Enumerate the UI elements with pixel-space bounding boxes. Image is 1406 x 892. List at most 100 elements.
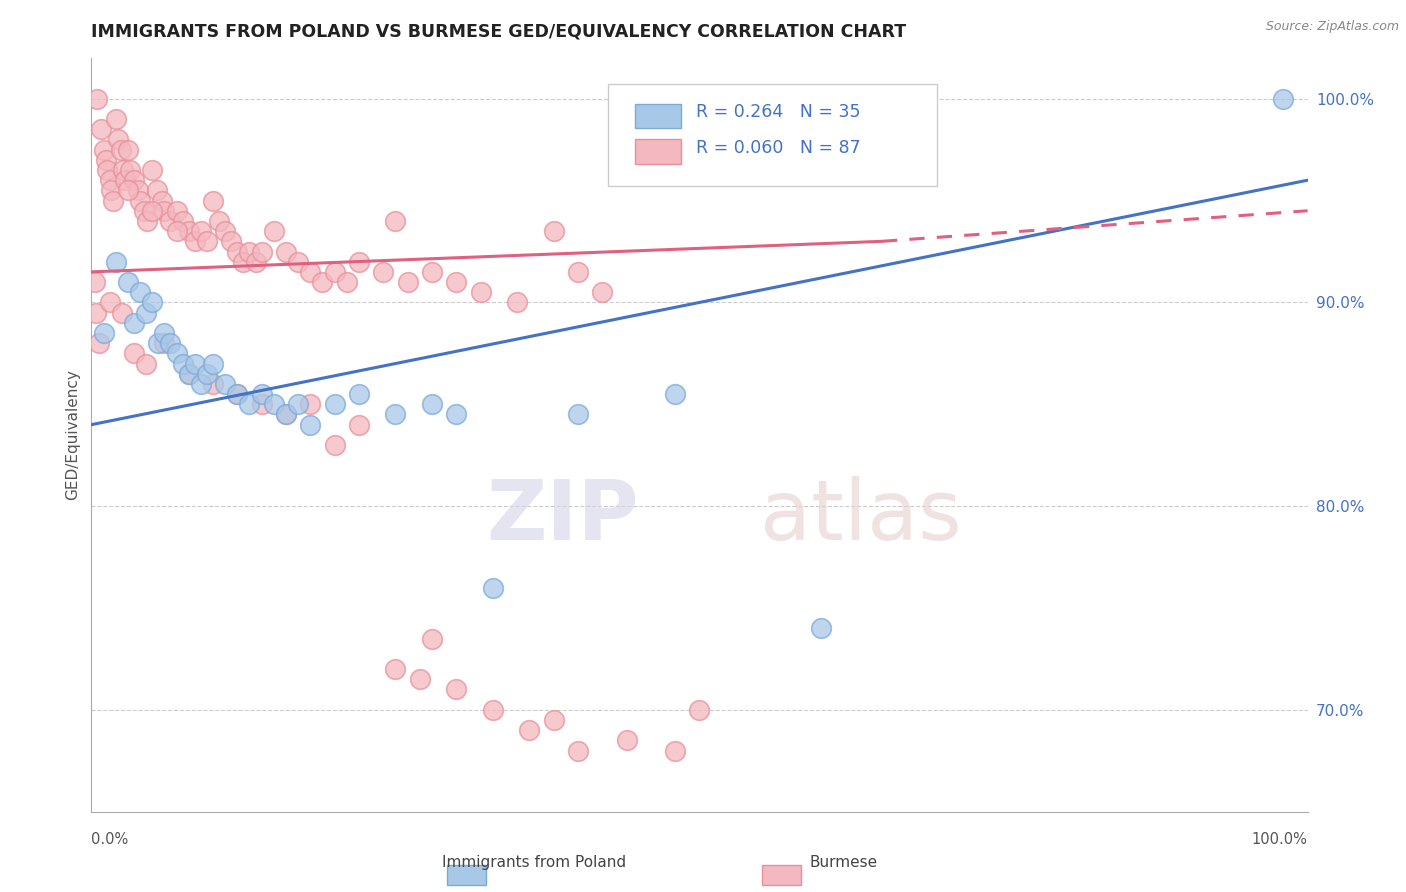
Point [110, 143, 132, 157]
Point [664, 743, 686, 757]
Point [299, 265, 322, 279]
Point [184, 235, 207, 249]
Point [172, 214, 194, 228]
Point [103, 194, 125, 208]
Point [373, 265, 395, 279]
Point [195, 367, 218, 381]
Point [274, 408, 297, 422]
Point [664, 387, 686, 401]
Point [245, 254, 267, 268]
Point [481, 703, 503, 717]
Point [141, 203, 163, 218]
Point [506, 295, 529, 310]
Point [420, 265, 443, 279]
Point [114, 173, 136, 187]
Point [263, 224, 285, 238]
Point [420, 632, 443, 646]
Point [543, 224, 565, 238]
Point [135, 357, 157, 371]
Point [148, 336, 170, 351]
Point [299, 417, 322, 432]
Point [567, 408, 589, 422]
Bar [636, 139, 682, 163]
Point [104, 254, 127, 268]
Point [98, 295, 121, 310]
Point [470, 285, 492, 300]
Point [177, 224, 200, 238]
Point [444, 682, 467, 697]
Text: 100.0%: 100.0% [1251, 832, 1308, 847]
Point [150, 194, 173, 208]
Point [311, 275, 333, 289]
Point [127, 183, 149, 197]
Point [347, 254, 370, 268]
Point [810, 621, 832, 635]
Point [94, 153, 117, 167]
Point [336, 275, 359, 289]
Point [688, 703, 710, 717]
Text: Immigrants from Poland: Immigrants from Poland [443, 855, 626, 870]
Point [481, 581, 503, 595]
Point [250, 387, 273, 401]
Point [323, 438, 346, 452]
Point [129, 285, 152, 300]
Point [166, 224, 188, 238]
Point [396, 275, 419, 289]
Point [117, 275, 139, 289]
Point [190, 376, 212, 391]
Point [153, 203, 176, 218]
Point [86, 92, 108, 106]
Point [100, 183, 122, 197]
Point [132, 203, 155, 218]
Point [226, 244, 249, 259]
Point [420, 397, 443, 411]
Point [238, 244, 260, 259]
Point [238, 397, 260, 411]
Point [104, 112, 127, 127]
Point [287, 397, 309, 411]
Point [172, 357, 194, 371]
Point [202, 357, 225, 371]
Point [122, 346, 145, 360]
Point [141, 163, 163, 178]
Point [184, 357, 207, 371]
Point [214, 376, 236, 391]
Point [153, 326, 176, 340]
Point [287, 254, 309, 268]
Point [567, 265, 589, 279]
Point [232, 254, 254, 268]
Point [166, 203, 188, 218]
Point [84, 275, 107, 289]
Point [250, 244, 273, 259]
Text: IMMIGRANTS FROM POLAND VS BURMESE GED/EQUIVALENCY CORRELATION CHART: IMMIGRANTS FROM POLAND VS BURMESE GED/EQ… [91, 22, 907, 40]
Text: Burmese: Burmese [810, 855, 877, 870]
Point [122, 173, 145, 187]
Point [444, 275, 467, 289]
Text: R = 0.264   N = 35: R = 0.264 N = 35 [696, 103, 860, 121]
Point [591, 285, 613, 300]
Point [159, 214, 181, 228]
Point [90, 122, 112, 136]
Text: 0.0%: 0.0% [91, 832, 128, 847]
Point [384, 662, 406, 676]
Point [117, 183, 139, 197]
Point [93, 143, 115, 157]
Point [120, 163, 142, 178]
Point [190, 224, 212, 238]
Point [98, 173, 121, 187]
Point [219, 235, 242, 249]
Point [1272, 92, 1295, 106]
Point [214, 224, 236, 238]
Point [384, 408, 406, 422]
Point [263, 397, 285, 411]
Point [444, 408, 467, 422]
Text: ZIP: ZIP [486, 475, 638, 557]
FancyBboxPatch shape [609, 85, 936, 186]
Point [323, 397, 346, 411]
Point [135, 305, 157, 319]
Point [517, 723, 540, 738]
Point [122, 316, 145, 330]
Point [129, 194, 152, 208]
Point [111, 163, 134, 178]
Point [84, 305, 107, 319]
